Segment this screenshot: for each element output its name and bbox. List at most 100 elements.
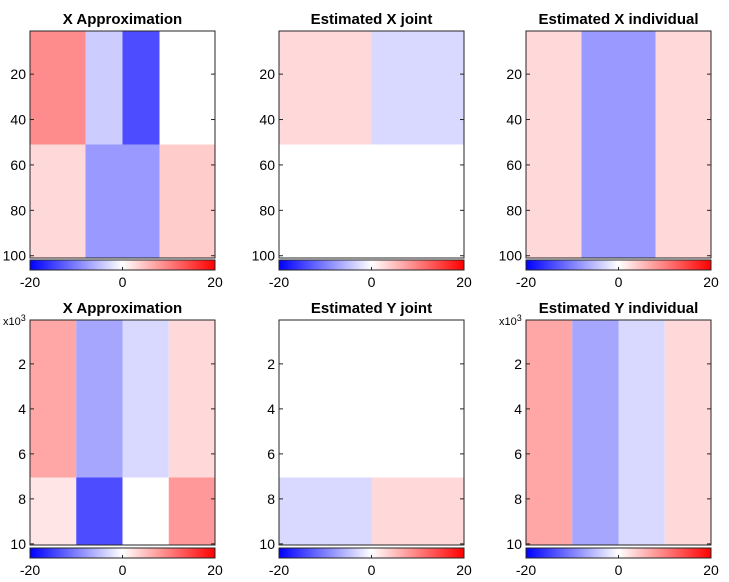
colorbar-tick-label: 0 — [615, 274, 623, 290]
heatmap-cell — [159, 144, 215, 258]
y-tick-label: 40 — [259, 112, 275, 128]
heatmap-cell — [279, 144, 464, 258]
y-tick-label: 20 — [10, 66, 26, 82]
colorbar-tick-label: -20 — [516, 274, 536, 290]
heatmap-cell — [30, 477, 77, 545]
colorbar-tick-label: 0 — [119, 562, 127, 578]
colorbar-tick-label: 0 — [615, 562, 623, 578]
heatmap-cell — [159, 31, 215, 145]
y-multiplier-label: x103 — [3, 313, 26, 328]
y-tick-label: 6 — [514, 446, 522, 462]
panel-title: Estimated X joint — [311, 11, 433, 28]
y-multiplier-label: x103 — [499, 313, 522, 328]
heatmap-cell — [581, 31, 656, 258]
y-tick-label: 20 — [259, 66, 275, 82]
y-multiplier-exponent: 3 — [517, 313, 522, 323]
colorbar-tick-label: 20 — [456, 562, 472, 578]
colorbar-tick-label: -20 — [20, 562, 40, 578]
heatmap-cell — [371, 477, 464, 545]
heatmap-cell — [76, 477, 123, 545]
plot-frame — [29, 30, 216, 259]
colorbar-tick-label: 20 — [703, 562, 719, 578]
heatmap-cell — [122, 31, 160, 145]
y-tick-label: 6 — [18, 446, 26, 462]
y-tick-label: 4 — [267, 401, 275, 417]
y-multiplier-base: x10 — [499, 316, 517, 328]
heatmap-panel-4: X Approximation 2 4 6 8 10 x103 -20 0 20 — [3, 300, 223, 578]
panel-title: X Approximation — [63, 300, 182, 317]
y-multiplier-exponent: 3 — [21, 313, 26, 323]
y-tick-label: 8 — [18, 491, 26, 507]
heatmap-cell — [526, 31, 582, 258]
colorbar-tick-label: 20 — [207, 562, 223, 578]
heatmap-cell — [655, 31, 711, 258]
panel-title: Estimated Y joint — [311, 300, 432, 317]
y-tick-label: 8 — [267, 491, 275, 507]
y-tick-label: 10 — [10, 536, 26, 552]
y-multiplier-base: x10 — [3, 316, 21, 328]
y-tick-label: 2 — [267, 356, 275, 372]
y-tick-label: 60 — [259, 157, 275, 173]
y-tick-label: 100 — [3, 248, 27, 264]
y-tick-label: 80 — [506, 202, 522, 218]
heatmap-cell — [572, 320, 619, 545]
plot-frame — [278, 319, 465, 546]
colorbar-tick-label: 0 — [368, 562, 376, 578]
y-tick-label: 100 — [252, 248, 276, 264]
heatmap-cell — [30, 320, 77, 478]
y-tick-label: 100 — [499, 248, 523, 264]
panel-title: X Approximation — [63, 11, 182, 28]
heatmap-cell — [76, 320, 123, 478]
heatmap-cell — [30, 31, 86, 145]
colorbar-tick-label: 20 — [207, 274, 223, 290]
y-tick-label: 2 — [18, 356, 26, 372]
heatmap-cell — [85, 31, 123, 145]
y-tick-label: 20 — [506, 66, 522, 82]
y-tick-label: 10 — [259, 536, 275, 552]
y-tick-label: 8 — [514, 491, 522, 507]
heatmap-cell — [168, 320, 215, 478]
colorbar-tick-label: 0 — [368, 274, 376, 290]
y-tick-label: 80 — [259, 202, 275, 218]
plot-frame — [278, 30, 465, 259]
y-tick-label: 80 — [10, 202, 26, 218]
y-tick-label: 60 — [10, 157, 26, 173]
y-tick-label: 60 — [506, 157, 522, 173]
y-tick-label: 4 — [18, 401, 26, 417]
heatmap-cell — [279, 477, 372, 545]
heatmap-panel-1: X Approximation 20 40 60 80 100 -20 0 20 — [3, 11, 223, 290]
y-tick-label: 40 — [10, 112, 26, 128]
heatmap-cell — [371, 31, 464, 145]
heatmap-cell — [279, 31, 372, 145]
heatmap-cell — [279, 320, 464, 478]
heatmap-cell — [122, 320, 169, 478]
panel-title: Estimated Y individual — [539, 300, 699, 317]
colorbar-tick-label: -20 — [20, 274, 40, 290]
plot-frame — [525, 319, 712, 546]
panel-title: Estimated X individual — [538, 11, 698, 28]
colorbar-tick-label: -20 — [516, 562, 536, 578]
heatmap-panel-2: Estimated X joint 20 40 60 80 100 -20 0 20 — [252, 11, 472, 290]
y-tick-label: 2 — [514, 356, 522, 372]
colorbar-tick-label: 0 — [119, 274, 127, 290]
heatmap-cell — [122, 477, 169, 545]
y-tick-label: 4 — [514, 401, 522, 417]
y-tick-label: 6 — [267, 446, 275, 462]
colorbar-tick-label: 20 — [703, 274, 719, 290]
heatmap-panel-6: Estimated Y individual 2 4 6 8 10 x103 -20 0 20 — [499, 300, 719, 578]
heatmap-cell — [30, 144, 86, 258]
plot-frame — [525, 30, 712, 259]
colorbar-tick-label: 20 — [456, 274, 472, 290]
colorbar-tick-label: -20 — [269, 274, 289, 290]
colorbar-tick-label: -20 — [269, 562, 289, 578]
heatmap-cell — [618, 320, 665, 545]
plot-frame — [29, 319, 216, 546]
heatmap-cell — [664, 320, 711, 545]
heatmap-cell — [85, 144, 160, 258]
y-tick-label: 40 — [506, 112, 522, 128]
heatmap-cell — [526, 320, 573, 545]
y-tick-label: 10 — [506, 536, 522, 552]
heatmap-cell — [168, 477, 215, 545]
heatmap-panel-3: Estimated X individual 20 40 60 80 100 -20 0 20 — [499, 11, 719, 290]
